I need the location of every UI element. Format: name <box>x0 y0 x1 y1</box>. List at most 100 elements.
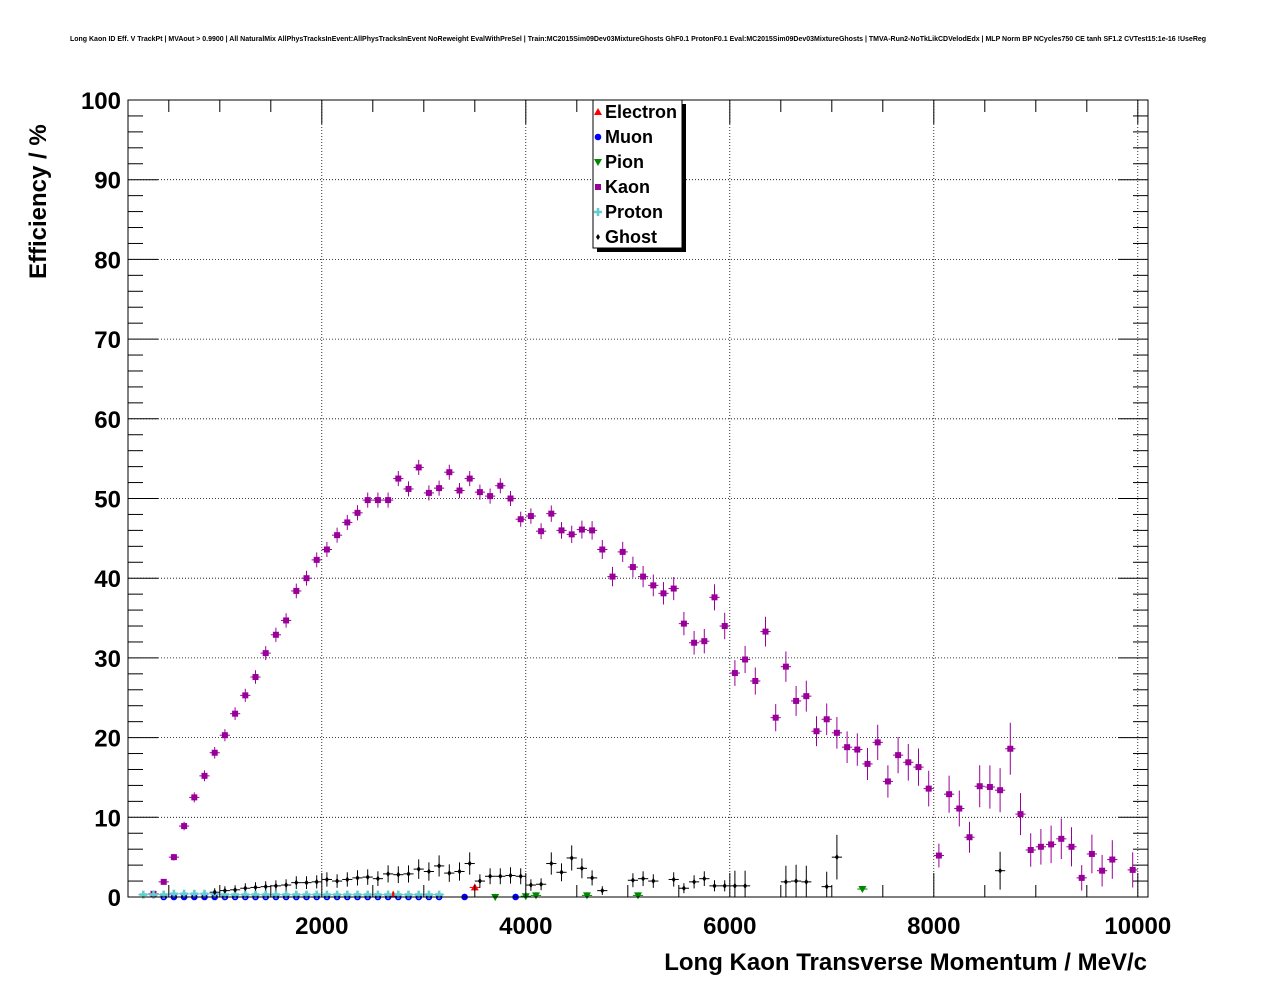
data-point-kaon <box>436 485 443 492</box>
data-point-ghost <box>263 883 268 890</box>
data-point-kaon <box>1027 846 1034 853</box>
legend-label-proton: Proton <box>605 202 663 222</box>
series-kaon <box>150 464 1136 897</box>
data-point-kaon <box>211 749 218 756</box>
data-point-ghost <box>783 878 788 885</box>
data-point-kaon <box>364 497 371 504</box>
data-point-kaon <box>313 556 320 563</box>
data-point-kaon <box>701 638 708 645</box>
data-point-kaon <box>385 497 392 504</box>
data-point-kaon <box>813 728 820 735</box>
data-point-kaon <box>609 573 616 580</box>
data-point-ghost <box>732 882 737 889</box>
data-point-kaon <box>660 590 667 597</box>
data-point-ghost <box>722 882 727 889</box>
y-tick-label: 60 <box>94 407 121 434</box>
data-point-proton <box>251 890 260 899</box>
data-point-kaon <box>864 760 871 767</box>
data-point-kaon <box>640 573 647 580</box>
y-tick-label: 80 <box>94 247 121 274</box>
data-point-kaon <box>752 678 759 685</box>
data-point-kaon <box>997 787 1004 794</box>
data-point-kaon <box>1109 856 1116 863</box>
data-point-ghost <box>508 872 513 879</box>
data-point-proton <box>190 889 199 898</box>
y-tick-label: 100 <box>81 88 121 115</box>
data-point-kaon <box>527 513 534 520</box>
data-markers <box>139 464 1136 901</box>
data-point-kaon <box>303 575 310 582</box>
data-point-kaon <box>1078 874 1085 881</box>
data-point-kaon <box>1037 843 1044 850</box>
data-point-ghost <box>692 878 697 885</box>
series-ghost <box>212 854 1003 896</box>
data-point-kaon <box>293 587 300 594</box>
data-point-proton <box>292 890 301 899</box>
data-point-kaon <box>721 623 728 630</box>
data-point-ghost <box>324 876 329 883</box>
data-point-proton <box>363 890 372 899</box>
data-point-kaon <box>691 639 698 646</box>
data-point-ghost <box>600 887 605 894</box>
legend-label-kaon: Kaon <box>605 177 650 197</box>
data-point-ghost <box>794 878 799 885</box>
data-point-kaon <box>905 759 912 766</box>
y-tick-label: 40 <box>94 566 121 593</box>
data-point-kaon <box>1068 843 1075 850</box>
data-point-kaon <box>334 532 341 539</box>
data-point-kaon <box>619 548 626 555</box>
data-point-proton <box>149 890 158 899</box>
data-point-proton <box>384 890 393 899</box>
data-point-ghost <box>447 870 452 877</box>
data-point-kaon <box>395 475 402 482</box>
data-point-ghost <box>834 854 839 861</box>
y-tick-label: 70 <box>94 327 121 354</box>
legend-label-pion: Pion <box>605 152 644 172</box>
data-point-proton <box>231 890 240 899</box>
data-point-ghost <box>335 878 340 885</box>
data-point-kaon <box>986 784 993 791</box>
data-point-kaon <box>854 746 861 753</box>
data-point-ghost <box>416 866 421 873</box>
data-point-kaon <box>599 546 606 553</box>
data-point-proton <box>220 890 229 899</box>
data-point-ghost <box>437 862 442 869</box>
data-point-kaon <box>782 663 789 670</box>
data-point-ghost <box>549 860 554 867</box>
data-point-kaon <box>446 469 453 476</box>
data-point-kaon <box>772 714 779 721</box>
data-point-kaon <box>466 475 473 482</box>
legend-marker-proton <box>594 208 602 216</box>
y-tick-label: 20 <box>94 726 121 753</box>
data-point-ghost <box>304 879 309 886</box>
data-point-proton <box>435 890 444 899</box>
data-point-kaon <box>1007 745 1014 752</box>
data-point-ghost <box>590 874 595 881</box>
data-point-kaon <box>711 594 718 601</box>
data-point-kaon <box>456 487 463 494</box>
data-point-pion <box>583 892 591 900</box>
data-point-proton <box>414 890 423 899</box>
data-point-kaon <box>201 772 208 779</box>
data-point-kaon <box>589 527 596 534</box>
error-bars <box>138 459 1138 898</box>
data-point-ghost <box>824 883 829 890</box>
data-point-pion <box>532 892 540 900</box>
data-point-kaon <box>221 732 228 739</box>
data-point-ghost <box>406 870 411 877</box>
x-tick-label: 6000 <box>703 913 756 940</box>
data-point-ghost <box>314 878 319 885</box>
y-tick-label: 30 <box>94 646 121 673</box>
data-point-pion <box>858 886 867 894</box>
legend-marker-ghost <box>596 234 600 240</box>
data-point-ghost <box>559 869 564 876</box>
data-point-ghost <box>294 879 299 886</box>
data-point-kaon <box>272 631 279 638</box>
data-point-ghost <box>212 889 217 896</box>
data-point-kaon <box>629 564 636 571</box>
data-point-proton <box>322 890 331 899</box>
legend-marker-electron <box>594 108 602 115</box>
data-point-kaon <box>242 692 249 699</box>
data-point-proton <box>169 889 178 898</box>
data-point-kaon <box>283 617 290 624</box>
